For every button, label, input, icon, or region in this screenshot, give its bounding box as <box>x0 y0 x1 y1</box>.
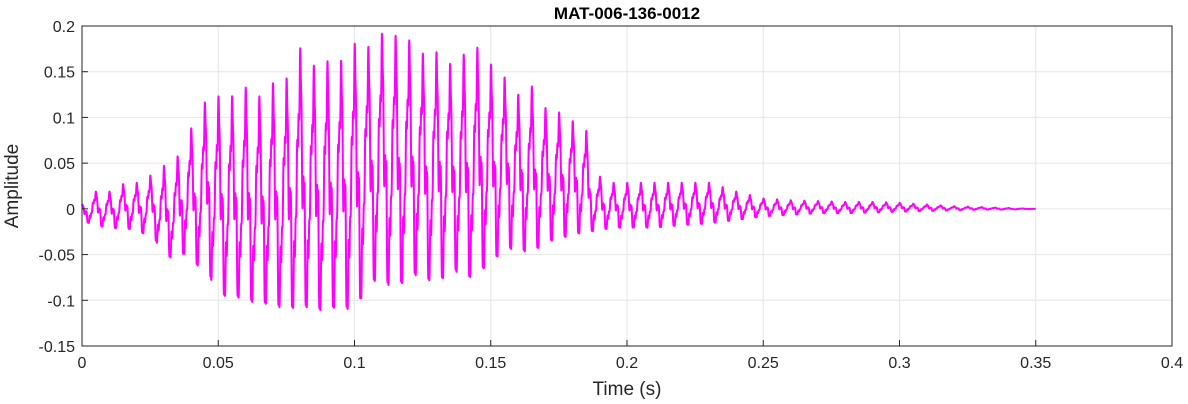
x-tick-label: 0.3 <box>888 355 910 372</box>
chart-title: MAT-006-136-0012 <box>554 4 700 23</box>
y-axis: 0.2 0.15 0.1 0.05 0 -0.05 -0.1 -0.15 <box>39 19 88 356</box>
y-tick-label: -0.15 <box>39 339 76 356</box>
y-tick-label: 0 <box>66 202 75 219</box>
x-tick-label: 0.35 <box>1020 355 1051 372</box>
y-tick-label: 0.2 <box>53 19 75 36</box>
x-tick-label: 0 <box>78 355 87 372</box>
y-tick-label: -0.1 <box>47 293 75 310</box>
signal-line <box>81 32 1037 311</box>
x-tick-label: 0.2 <box>616 355 638 372</box>
x-tick-label: 0.15 <box>475 355 506 372</box>
x-tick-label: 0.05 <box>203 355 234 372</box>
y-axis-label: Amplitude <box>2 144 23 229</box>
y-tick-label: 0.15 <box>44 65 75 82</box>
x-axis: 0 0.05 0.1 0.15 0.2 0.25 0.3 0.35 0.4 <box>78 340 1183 372</box>
x-tick-label: 0.25 <box>748 355 779 372</box>
y-tick-label: 0.1 <box>53 110 75 127</box>
x-axis-label: Time (s) <box>593 379 662 400</box>
signal-series <box>81 32 1037 311</box>
y-tick-label: 0.05 <box>44 156 75 173</box>
y-tick-label: -0.05 <box>39 248 76 265</box>
x-tick-label: 0.4 <box>1161 355 1183 372</box>
x-tick-label: 0.1 <box>343 355 365 372</box>
